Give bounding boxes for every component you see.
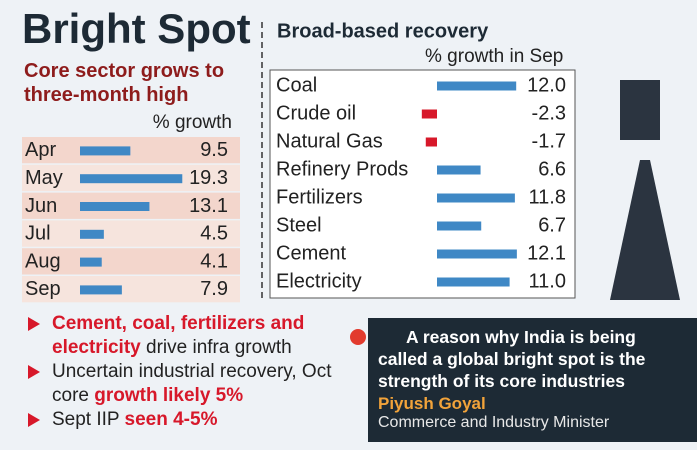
value-label: 9.5 (200, 139, 228, 161)
bullet: Uncertain industrial recovery, Oct core … (24, 360, 354, 408)
bar (80, 146, 131, 156)
bullet: Sept IIP seen 4-5% (24, 408, 354, 432)
value-label: 11.8 (529, 186, 566, 208)
category-label: Electricity (276, 270, 362, 292)
category-label: Fertilizers (276, 186, 363, 208)
bar (80, 229, 104, 239)
bar (421, 109, 437, 119)
category-label: Refinery Prods (276, 158, 408, 180)
value-label: 12.0 (527, 74, 566, 96)
category-label: Jun (25, 195, 57, 217)
bullet-text: Uncertain industrial recovery, Oct core (52, 361, 332, 406)
bullet: Cement, coal, fertilizers and electricit… (24, 312, 354, 360)
bar (80, 202, 150, 211)
bar (437, 81, 517, 91)
tower-illustration (610, 160, 680, 300)
bullet-text: drive infra growth (140, 337, 292, 358)
value-label: 6.7 (538, 214, 566, 236)
value-label: 4.5 (200, 223, 228, 245)
bar (437, 221, 482, 231)
page-title: Bright Spot (22, 5, 251, 52)
bar (437, 249, 517, 259)
bullet-text: Cement, coal, fertilizers and electricit… (52, 313, 305, 358)
category-label: Natural Gas (276, 130, 383, 152)
category-label: Aug (25, 250, 61, 272)
bar (80, 285, 122, 295)
row-background (22, 248, 240, 275)
bar (437, 165, 481, 175)
category-label: Sep (25, 278, 61, 300)
bullet-text: seen 4-5% (124, 409, 218, 430)
chart-subtitle: % growth in Sep (425, 46, 563, 67)
bullet-list: Cement, coal, fertilizers and electricit… (24, 312, 354, 432)
row-background (22, 220, 240, 247)
bullet-text: Sept IIP (52, 409, 125, 430)
category-label: Apr (25, 139, 56, 161)
quote-text: A reason why India is being called a glo… (350, 326, 687, 392)
quote-box: A reason why India is being called a glo… (350, 318, 697, 442)
bar (80, 257, 102, 267)
bullet-text: growth likely 5% (94, 385, 244, 406)
value-label: 11.0 (529, 270, 566, 292)
chart-title: Core sector grows to three-month high (24, 60, 224, 106)
chart-title: Broad-based recovery (277, 20, 489, 42)
category-label: Coal (276, 74, 317, 96)
bar (425, 137, 437, 147)
row-background (22, 137, 240, 164)
category-label: Crude oil (276, 102, 356, 124)
row-background (22, 276, 240, 303)
value-label: 4.1 (200, 250, 228, 272)
quote-role: Commerce and Industry Minister (378, 414, 610, 431)
value-label: -1.7 (532, 130, 566, 152)
category-label: May (25, 167, 63, 189)
value-label: 7.9 (200, 278, 228, 300)
bar (437, 193, 515, 203)
value-label: 6.6 (538, 158, 566, 180)
quote-name: Piyush Goyal (378, 394, 486, 413)
value-label: 13.1 (189, 195, 228, 217)
category-label: Cement (276, 242, 346, 264)
category-label: Jul (25, 223, 51, 245)
plant-illustration (620, 80, 660, 140)
category-label: Steel (276, 214, 322, 236)
chart-subtitle: % growth (153, 112, 232, 133)
bar (437, 277, 510, 287)
bar (80, 174, 183, 184)
value-label: -2.3 (532, 102, 566, 124)
value-label: 12.1 (527, 242, 566, 264)
table-box (269, 69, 576, 299)
value-label: 19.3 (189, 167, 228, 189)
